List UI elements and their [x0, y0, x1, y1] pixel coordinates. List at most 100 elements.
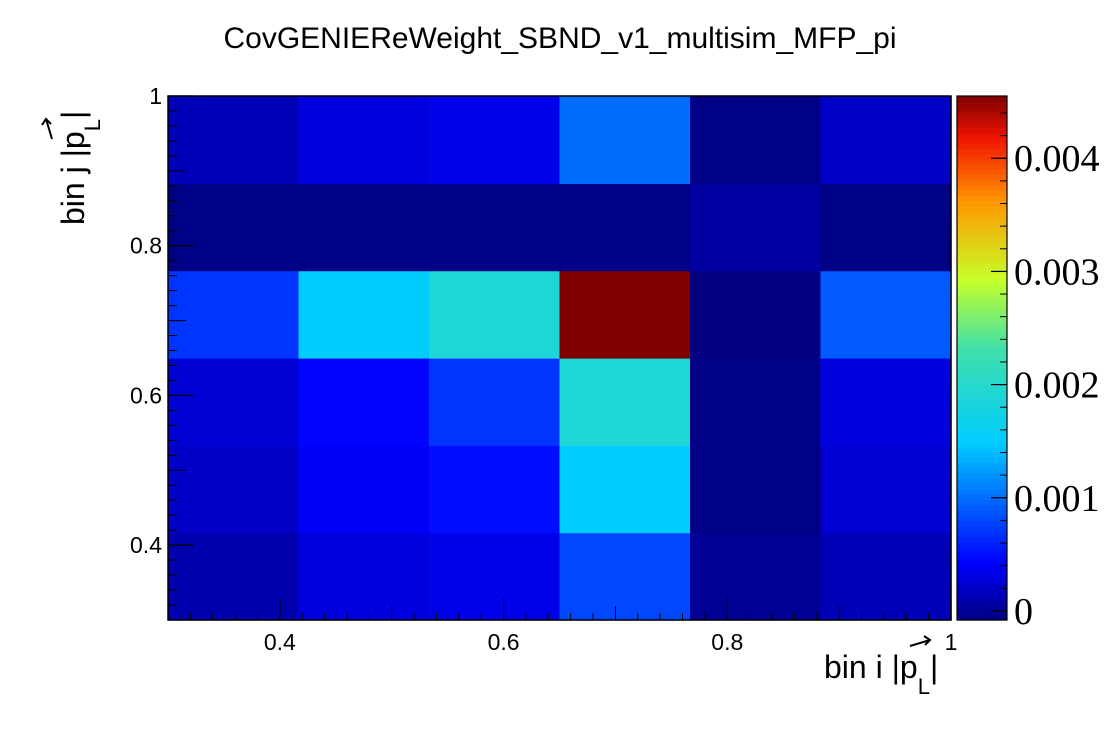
heatmap-cell [428, 96, 561, 184]
palette-frame [956, 95, 1008, 621]
palette-tick-label: 0.003 [1014, 251, 1100, 293]
y-axis-title-close: | [55, 111, 91, 119]
palette-strip [957, 583, 1007, 590]
palette-tick-label: 0 [1014, 591, 1033, 633]
palette-strip [957, 326, 1007, 333]
heatmap-cell [559, 270, 691, 359]
heatmap-cell [559, 358, 691, 446]
palette-strip [957, 289, 1007, 296]
heatmap-cell [820, 270, 952, 359]
heatmap-cell [428, 445, 561, 534]
palette-strip [957, 599, 1007, 605]
palette-strip [957, 263, 1007, 270]
palette-strip [957, 211, 1007, 218]
palette-strip [957, 578, 1007, 584]
heatmap-cell [559, 96, 691, 184]
heatmap-cell [690, 270, 822, 359]
palette-strip [957, 221, 1007, 228]
palette-tick-label: 0.002 [1014, 365, 1100, 407]
palette-strip [957, 337, 1007, 343]
heatmap-cell [168, 270, 300, 359]
palette-strip [957, 347, 1007, 354]
palette-strip [957, 247, 1007, 254]
palette-strip [957, 321, 1007, 328]
palette-strip [957, 604, 1007, 611]
palette-strip [957, 468, 1007, 474]
palette-strip [957, 399, 1007, 406]
palette-strip [957, 363, 1007, 370]
palette-strip [957, 504, 1007, 511]
y-axis-tick-label: 1 [149, 83, 162, 109]
palette-strip [957, 358, 1007, 364]
palette-strip [957, 567, 1007, 574]
heatmap-cell [690, 532, 822, 621]
palette-strip [957, 153, 1007, 160]
palette-strip [957, 557, 1007, 563]
heatmap-cell [298, 270, 430, 359]
heatmap-cell [690, 96, 822, 184]
heatmap-cell [298, 445, 430, 534]
heatmap-cell [168, 96, 300, 184]
heatmap-cell [298, 358, 430, 446]
x-axis-tick-label: 0.6 [488, 629, 520, 655]
palette-strip [957, 268, 1007, 275]
x-axis-title-subscript: L [918, 674, 930, 699]
svg-text:bin i |pL|: bin i |pL| [824, 649, 938, 699]
palette-strip [957, 447, 1007, 453]
heatmap-cell [690, 183, 822, 272]
palette-strip [957, 232, 1007, 239]
color-palette-axis: 0 0.001 0.002 0.003 0.004 [991, 112, 1100, 633]
palette-strip [957, 562, 1007, 569]
palette-strip [957, 137, 1007, 144]
palette-strip [957, 536, 1007, 542]
palette-strip [957, 132, 1007, 139]
palette-strip [957, 368, 1007, 375]
chart-title: CovGENIEReWeight_SBND_v1_multisim_MFP_pi [223, 22, 896, 55]
palette-strip [957, 384, 1007, 391]
palette-strip [957, 258, 1007, 265]
palette-strip [957, 373, 1007, 380]
heatmap-cell [298, 96, 430, 184]
heatmap-cell [428, 358, 561, 446]
palette-strip [957, 242, 1007, 249]
x-axis-title-vector: p [900, 649, 918, 685]
palette-strip [957, 342, 1007, 349]
palette-strip [957, 441, 1007, 448]
heatmap-cell [428, 270, 561, 359]
palette-strip [957, 111, 1007, 118]
palette-strip [957, 410, 1007, 417]
palette-strip [957, 253, 1007, 260]
heatmap-cell [820, 96, 952, 184]
palette-strip [957, 179, 1007, 186]
heatmap-cell [168, 358, 300, 446]
palette-strip [957, 462, 1007, 469]
y-axis-tick-label: 0.8 [130, 233, 162, 259]
y-axis-title-main: bin j | [55, 149, 91, 225]
palette-strip [957, 143, 1007, 149]
heatmap-cell [820, 445, 952, 534]
palette-strip [957, 148, 1007, 155]
palette-strip [957, 389, 1007, 396]
x-axis-title-main: bin i | [824, 649, 900, 685]
palette-strip [957, 96, 1007, 102]
palette-strip [957, 101, 1007, 108]
palette-strip [957, 216, 1007, 223]
palette-strip [957, 515, 1007, 522]
palette-strip [957, 541, 1007, 548]
palette-strip [957, 614, 1007, 621]
plot-frame [167, 95, 952, 621]
palette-strip [957, 174, 1007, 181]
palette-strip [957, 457, 1007, 464]
heatmap-cell [559, 445, 691, 534]
x-axis-title-close: | [930, 649, 938, 685]
palette-strip [957, 593, 1007, 600]
heatmap-cell [820, 358, 952, 446]
palette-strip [957, 431, 1007, 438]
heatmap-cell [428, 183, 561, 272]
palette-tick-label: 0.004 [1014, 138, 1100, 180]
palette-strip [957, 572, 1007, 579]
heatmap-cell [168, 183, 300, 272]
palette-strip [957, 295, 1007, 301]
palette-strip [957, 426, 1007, 432]
